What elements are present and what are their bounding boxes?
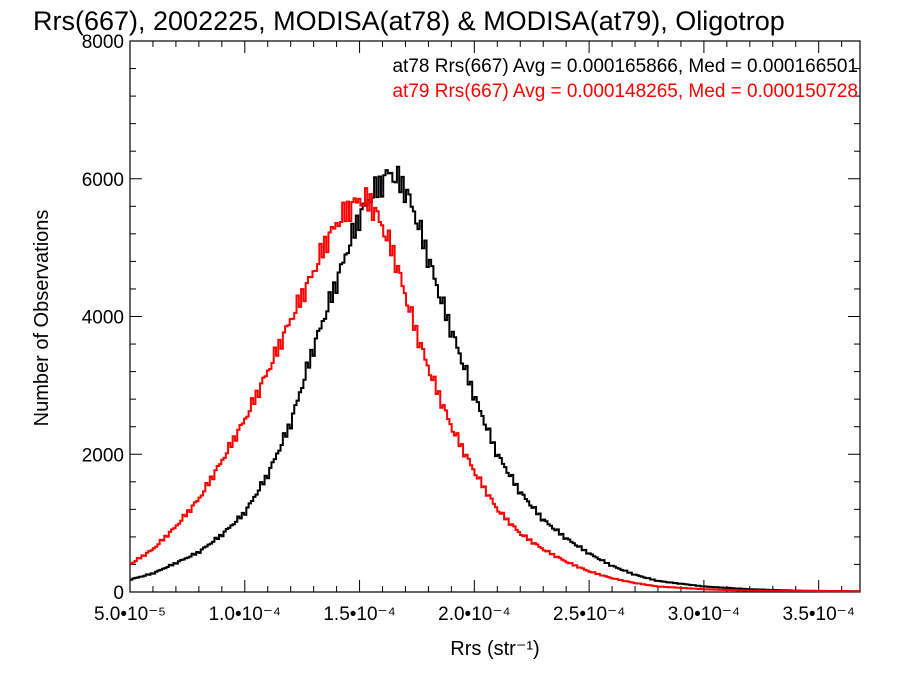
x-axis-label: Rrs (str⁻¹) <box>450 638 539 660</box>
chart-title: Rrs(667), 2002225, MODISA(at78) & MODISA… <box>33 6 785 36</box>
y-tick-label: 0 <box>113 583 124 604</box>
x-tick-label: 2.0•10⁻⁴ <box>438 604 510 625</box>
plot-area <box>129 40 861 593</box>
x-tick-label: 3.0•10⁻⁴ <box>668 604 740 625</box>
axis-ticks: 5.0•10⁻⁵ 1.0•10⁻⁴ 1.5•10⁻⁴ 2.0•10⁻⁴ 2.5•10⁻⁴… <box>82 32 860 625</box>
y-tick-label: 8000 <box>82 32 124 53</box>
series-at79-line <box>130 187 860 593</box>
legend-entry-at78: at78 Rrs(667) Avg = 0.000165866, Med = 0… <box>392 56 858 77</box>
y-tick-label: 2000 <box>82 445 124 466</box>
series-at78-line <box>130 165 860 593</box>
y-tick-label: 6000 <box>82 170 124 191</box>
series-layer <box>130 165 860 593</box>
x-tick-label: 2.5•10⁻⁴ <box>553 604 625 625</box>
plot-frame <box>129 40 861 593</box>
x-tick-label: 1.0•10⁻⁴ <box>209 604 281 625</box>
y-tick-label: 4000 <box>82 308 124 329</box>
x-tick-label: 3.5•10⁻⁴ <box>782 604 854 625</box>
x-tick-label: 5.0•10⁻⁵ <box>94 604 166 625</box>
y-axis-label: Number of Observations <box>31 210 53 427</box>
x-tick-label: 1.5•10⁻⁴ <box>323 604 395 625</box>
legend-entry-at79: at79 Rrs(667) Avg = 0.000148265, Med = 0… <box>392 81 858 102</box>
